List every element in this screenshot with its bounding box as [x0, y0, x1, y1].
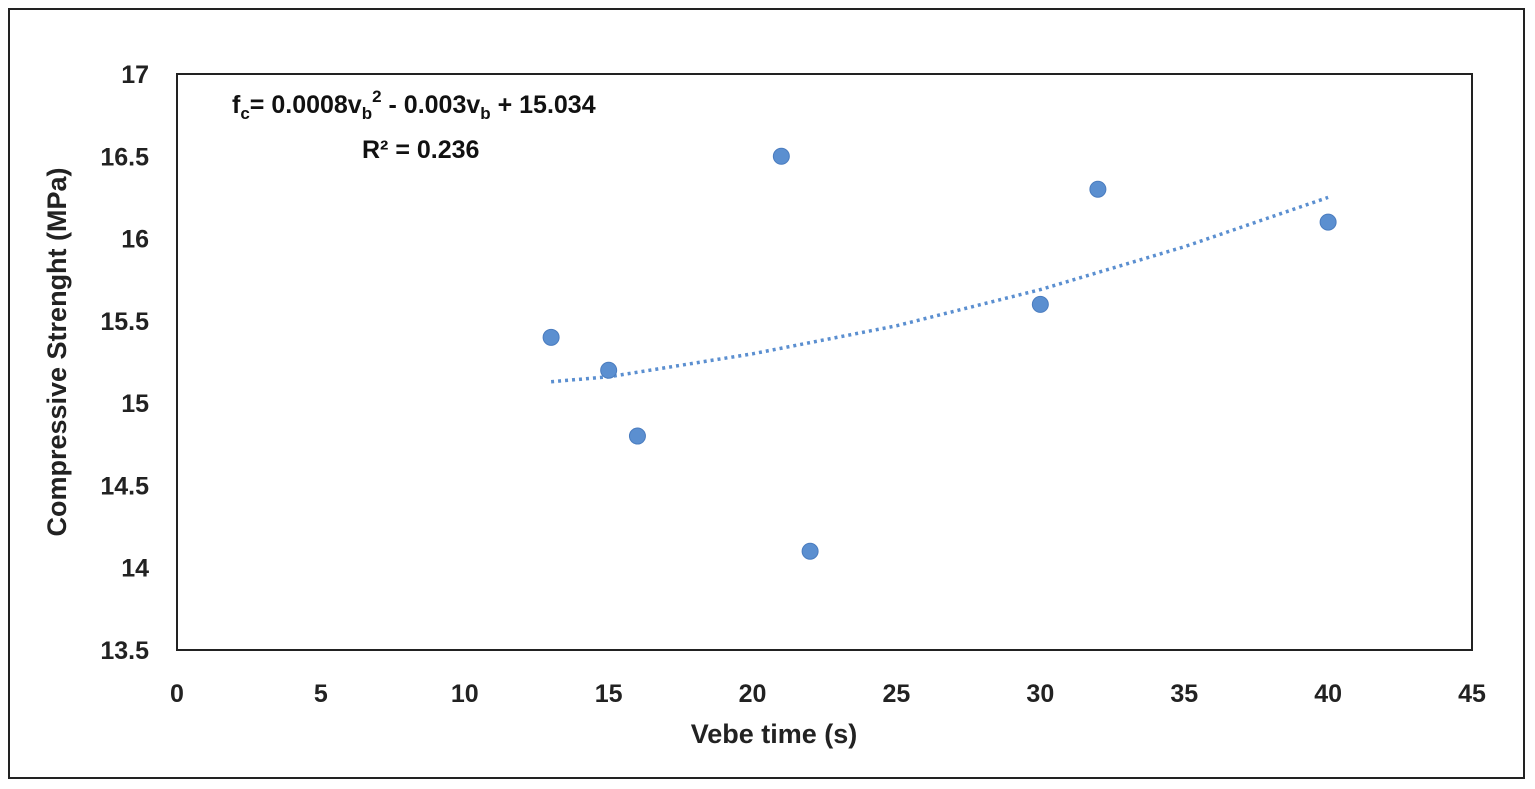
eq-lhs-f: f: [232, 91, 241, 119]
data-point-7: [1089, 180, 1107, 198]
eq-sup-2: 2: [372, 87, 381, 106]
y-tick-label: 14: [121, 555, 149, 583]
x-tick-labels: 0 5 10 15 20 25 30 35 40 45: [170, 680, 1486, 708]
y-tick-label: 13.5: [100, 637, 149, 665]
data-point-1: [542, 328, 560, 346]
data-points: [542, 147, 1337, 560]
y-tick-label: 17: [121, 61, 149, 89]
x-axis-title: Vebe time (s): [691, 719, 858, 749]
y-tick-label: 16.5: [100, 143, 149, 171]
y-tick-label: 14.5: [100, 472, 149, 500]
y-tick-label: 16: [121, 226, 149, 254]
data-point-5: [801, 542, 819, 560]
data-point-2: [600, 361, 618, 379]
eq-sub-b2: b: [480, 104, 490, 123]
x-tick-label: 10: [451, 680, 479, 708]
x-tick-label: 0: [170, 680, 184, 708]
eq-part2: - 0.003v: [382, 91, 481, 119]
eq-lhs-sub: c: [240, 104, 249, 123]
y-tick-labels: 13.5 14 14.5 15 15.5 16 16.5 17: [100, 61, 149, 665]
data-point-6: [1031, 295, 1049, 313]
y-axis-title: Compressive Strenght (MPa): [42, 167, 72, 536]
x-tick-label: 25: [883, 680, 911, 708]
r-squared-label: R² = 0.236: [362, 136, 479, 164]
y-tick-label: 15.5: [100, 308, 149, 336]
data-point-4: [772, 147, 790, 165]
y-tick-label: 15: [121, 390, 149, 418]
x-tick-label: 40: [1314, 680, 1342, 708]
eq-part3: + 15.034: [491, 91, 596, 119]
x-tick-label: 35: [1170, 680, 1198, 708]
data-point-3: [628, 427, 646, 445]
x-tick-label: 20: [739, 680, 767, 708]
chart-frame: [8, 8, 1525, 779]
trendline: [550, 195, 1329, 384]
eq-sub-b1: b: [362, 104, 372, 123]
eq-part1: = 0.0008v: [250, 91, 362, 119]
data-point-8: [1319, 213, 1337, 231]
x-tick-label: 30: [1026, 680, 1054, 708]
trendline-equation: fc= 0.0008vb2 - 0.003vb + 15.034: [232, 87, 596, 123]
x-tick-label: 45: [1458, 680, 1486, 708]
plot-area: [176, 73, 1473, 651]
x-tick-label: 5: [314, 680, 328, 708]
x-tick-label: 15: [595, 680, 623, 708]
